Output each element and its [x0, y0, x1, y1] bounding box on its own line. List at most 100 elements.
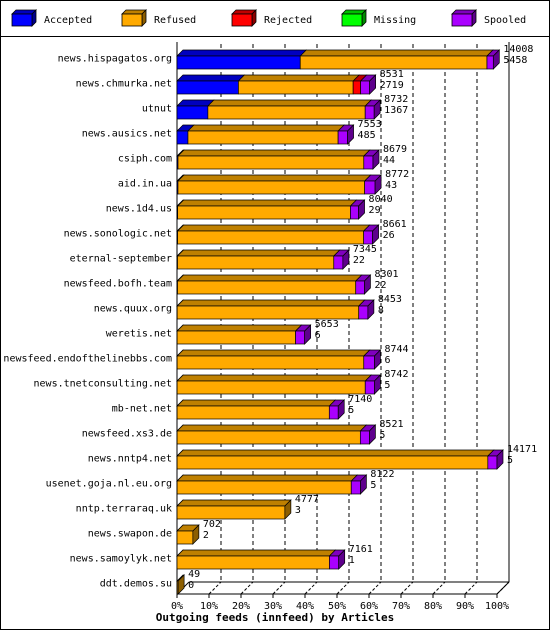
- bar-side-eternal-september: [342, 249, 350, 270]
- feed-label-news-samoylyk-net: news.samoylyk.net: [70, 554, 172, 565]
- feed-label-newsfeed-bofh-team: newsfeed.bofh.team: [64, 279, 172, 290]
- offered-value-news-chmurka-net: 8531: [380, 69, 404, 80]
- bar-newsfeed-xs3-de-refused: [176, 430, 361, 445]
- bar-news-chmurka-net-refused: [238, 80, 354, 95]
- accepted-value-news-hispagatos-org: 5458: [503, 55, 527, 66]
- accepted-value-aid-in-ua: 43: [385, 180, 397, 191]
- gridline-floor-10: [496, 581, 510, 595]
- offered-value-newsfeed-bofh-team: 8301: [374, 269, 398, 280]
- bar-eternal-september-refused: [177, 255, 335, 270]
- offered-value-weretis-net: 5653: [315, 319, 339, 330]
- feed-label-newsfeed-xs3-de: newsfeed.xs3.de: [82, 429, 172, 440]
- bar-news-quux-org-spooled: [358, 305, 369, 320]
- offered-value-mb-net-net: 7140: [348, 394, 372, 405]
- offered-value-news-tnetconsulting-net: 8742: [384, 369, 408, 380]
- feed-label-news-hispagatos-org: news.hispagatos.org: [58, 54, 172, 65]
- x-tick-label-4: 40%: [296, 601, 314, 612]
- bar-side-newsfeed-endofthelinebbs-com: [374, 349, 381, 370]
- feed-label-aid-in-ua: aid.in.ua: [118, 179, 172, 190]
- bar-top-news-hispagatos-org-refused: [299, 49, 494, 57]
- accepted-value-news-1d4-us: 29: [369, 205, 381, 216]
- bar-top-mb-net-net-refused: [176, 399, 337, 407]
- bar-news-ausics-net-refused: [187, 130, 339, 145]
- x-tick-label-6: 60%: [360, 601, 378, 612]
- feed-label-news-sonologic-net: news.sonologic.net: [64, 229, 172, 240]
- accepted-value-newsfeed-endofthelinebbs-com: 6: [384, 355, 390, 366]
- bar-side-news-tnetconsulting-net: [374, 374, 381, 395]
- bar-side-news-hispagatos-org: [492, 49, 500, 70]
- bar-news-hispagatos-org-accepted: [176, 55, 301, 70]
- bar-usenet-goja-nl-eu-org-refused: [176, 480, 352, 495]
- bar-newsfeed-xs3-de-spooled: [359, 430, 370, 445]
- bar-news-chmurka-net-accepted: [176, 80, 239, 95]
- bar-side-news-swapon-de: [192, 524, 200, 545]
- bar-utnut-refused: [207, 105, 366, 120]
- bar-top-eternal-september-refused: [176, 249, 341, 257]
- accepted-value-newsfeed-bofh-team: 22: [374, 280, 386, 291]
- accepted-value-news-samoylyk-net: 1: [349, 555, 355, 566]
- gridline-floor-7: [400, 581, 414, 595]
- gridline-floor-4: [304, 581, 318, 595]
- accepted-value-ddt-demos-su: 0: [188, 580, 194, 591]
- accepted-value-news-swapon-de: 2: [203, 530, 209, 541]
- bar-news-swapon-de-refused: [176, 530, 194, 545]
- bar-side-newsfeed-bofh-team: [364, 274, 371, 295]
- bar-top-news-ausics-net-refused: [187, 124, 345, 132]
- legend-swatch-rejected: [231, 13, 253, 27]
- bar-side-mb-net-net: [337, 399, 345, 420]
- bar-side-newsfeed-xs3-de: [369, 424, 376, 445]
- bar-row-ddt-demos-su: ddt.demos.su 490: [100, 569, 200, 595]
- offered-value-news-ausics-net: 7553: [358, 119, 382, 130]
- gridline-floor-8: [432, 581, 446, 595]
- feed-label-mb-net-net: mb-net.net: [112, 404, 172, 415]
- x-tick-label-3: 30%: [264, 601, 282, 612]
- offered-value-ddt-demos-su: 49: [188, 569, 200, 580]
- legend: Accepted Refused Rejected Missing Spooled: [11, 9, 526, 27]
- accepted-value-news-quux-org: 8: [378, 305, 384, 316]
- accepted-value-news-ausics-net: 485: [358, 130, 376, 141]
- bar-news-tnetconsulting-net-refused: [176, 380, 366, 395]
- bar-news-nntp4-net-refused: [176, 455, 489, 470]
- gridline-floor-1: [208, 581, 222, 595]
- legend-swatch-refused: [121, 13, 143, 27]
- bar-newsfeed-bofh-team-spooled: [355, 280, 365, 295]
- bar-news-hispagatos-org-spooled: [486, 55, 494, 70]
- bar-news-samoylyk-net-spooled: [329, 555, 340, 570]
- legend-label-rejected: Rejected: [264, 15, 312, 26]
- gridline-floor-5: [336, 581, 350, 595]
- offered-value-news-samoylyk-net: 7161: [349, 544, 373, 555]
- legend-swatch-accepted: [11, 13, 33, 27]
- accepted-value-news-sonologic-net: 26: [383, 230, 395, 241]
- bar-top-news-quux-org-refused: [176, 299, 366, 307]
- x-tick-label-1: 10%: [200, 601, 218, 612]
- feed-label-weretis-net: weretis.net: [106, 329, 172, 340]
- legend-label-missing: Missing: [374, 15, 416, 26]
- bar-side-news-sonologic-net: [372, 224, 379, 245]
- x-tick-label-7: 70%: [392, 601, 410, 612]
- bar-nntp-terraraq-uk-refused: [176, 505, 286, 520]
- offered-value-news-1d4-us: 8040: [369, 194, 393, 205]
- offered-value-eternal-september: 7345: [353, 244, 377, 255]
- accepted-value-csiph-com: 44: [383, 155, 395, 166]
- bar-aid-in-ua-refused: [177, 180, 366, 195]
- offered-value-news-quux-org: 8453: [378, 294, 402, 305]
- bar-side-news-ausics-net: [347, 124, 354, 145]
- bar-news-samoylyk-net-refused: [176, 555, 330, 570]
- gridline-floor-2: [240, 581, 254, 595]
- bar-side-usenet-goja-nl-eu-org: [360, 474, 367, 495]
- bar-side-aid-in-ua: [374, 174, 382, 195]
- feed-label-eternal-september: eternal-september: [70, 254, 172, 265]
- bar-weretis-net-spooled: [295, 330, 306, 345]
